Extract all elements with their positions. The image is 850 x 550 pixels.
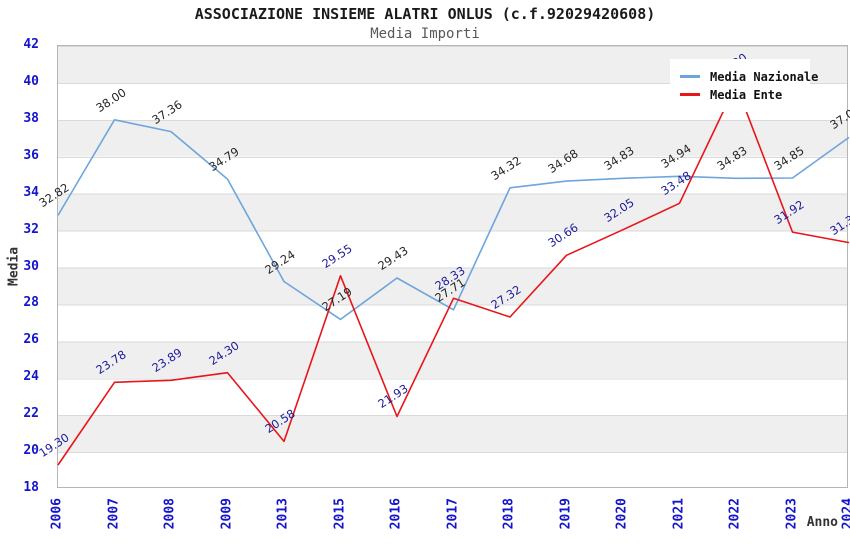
x-tick-label: 2009 [219,498,234,530]
series-lines [57,83,850,466]
y-tick-label: 42 [23,37,39,52]
value-label: 20.58 [262,406,298,437]
legend-item-media-nazionale: Media Nazionale [680,69,818,84]
value-label: 29.43 [375,243,411,274]
value-label: 29.24 [262,246,298,277]
y-tick-label: 26 [23,332,39,348]
x-tick-label: 2019 [558,498,573,530]
x-tick-label: 2017 [445,498,460,530]
chart-title: ASSOCIAZIONE INSIEME ALATRI ONLUS (c.f.9… [194,5,656,23]
series-line-media-nazionale [57,119,850,321]
series-line-media-ente [57,83,850,466]
media-ente-line-swatch-icon [680,93,700,96]
x-tick-label: 2024 [840,498,850,530]
legend-box: Media Nazionale Media Ente [670,59,818,112]
value-label: 32.05 [601,194,637,225]
legend-item-media-ente: Media Ente [680,87,810,102]
value-label: 30.66 [544,220,581,251]
x-tick-label: 2013 [275,498,291,530]
media-nazionale-line-swatch-icon [680,75,700,78]
x-tick-label: 2020 [614,498,630,530]
value-label: 34.68 [544,146,581,177]
y-tick-label: 40 [23,73,39,89]
value-label: 27.19 [318,284,355,315]
x-axis-title: Anno [806,515,838,530]
value-label: 37.05 [827,102,850,133]
value-label: 23.89 [149,345,185,376]
y-tick-label: 30 [23,258,39,274]
x-tick-label: 2021 [671,498,686,530]
chart-subtitle: Media Importi [370,26,480,42]
x-tick-label: 2018 [501,498,517,530]
y-tick-label: 22 [23,406,39,422]
y-tick-label: 18 [23,480,39,495]
x-tick-label: 2015 [332,498,347,530]
x-tick-label: 2006 [49,498,65,530]
x-tick-label: 2022 [727,498,743,530]
value-label: 21.93 [375,381,411,412]
plot-area: 32.82 38.00 37.36 34.79 29.24 27.19 29.43 27.71… [36,45,850,488]
x-tick-label: 2008 [162,498,178,530]
value-label: 38.00 [92,85,129,115]
y-tick-label: 36 [23,147,39,163]
value-label: 23.78 [92,347,129,378]
x-tick-label: 2016 [388,498,404,530]
value-label-layer: 32.82 38.00 37.36 34.79 29.24 27.19 29.43 27.71… [36,46,850,487]
y-tick-label: 20 [23,443,39,459]
y-tick-label: 38 [23,110,39,126]
value-label: 31.92 [770,197,807,228]
legend-label: Media Nazionale [710,69,819,84]
y-axis-ticks: 42 40 38 36 34 32 30 28 26 24 22 20 18 [0,37,48,495]
value-label: 34.32 [488,153,524,183]
value-label: 29.55 [318,241,355,271]
value-label: 34.85 [770,143,807,173]
value-label: 34.83 [714,143,750,174]
value-label: 33.48 [657,168,694,199]
y-tick-label: 34 [23,184,39,200]
y-tick-label: 24 [23,369,39,385]
value-label: 37.36 [149,96,185,127]
value-label: 34.79 [205,144,242,175]
value-label: 34.83 [601,143,637,174]
value-label: 31.35 [827,207,850,238]
y-tick-label: 28 [23,295,39,311]
value-label: 34.94 [657,141,694,172]
legend-label: Media Ente [710,87,783,102]
x-tick-label: 2007 [106,498,121,530]
value-label: 27.32 [488,282,524,312]
y-tick-label: 32 [23,221,39,237]
value-label: 24.30 [205,338,242,368]
